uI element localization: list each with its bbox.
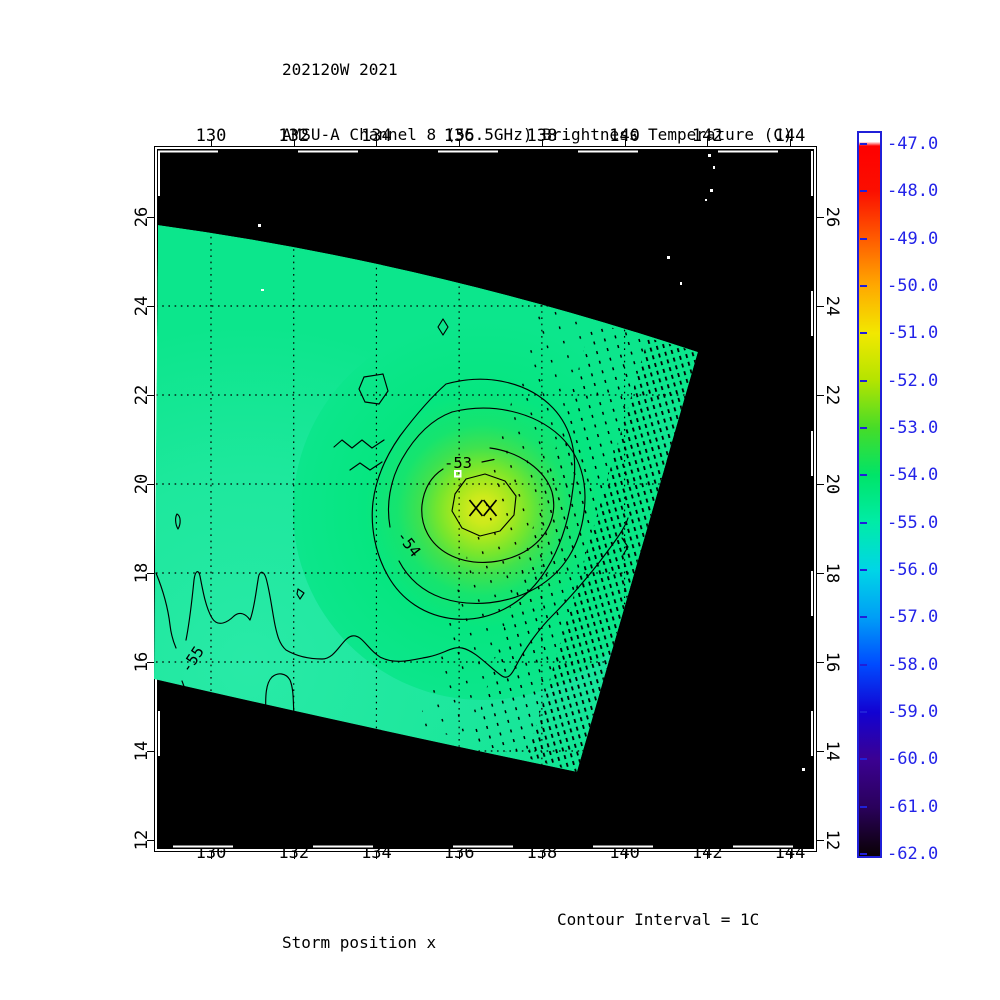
colorbar-tick-label: -47.0 (887, 134, 939, 154)
colorbar-tick-label: -62.0 (887, 843, 939, 864)
colorbar-tick-mark (860, 805, 867, 808)
lon-tick-mark-bottom (789, 852, 791, 859)
lon-tick-label-top: 140 (609, 126, 640, 146)
colorbar-tick-mark (860, 616, 867, 619)
colorbar-tick-label: -60.0 (887, 749, 939, 770)
lon-tick-mark-bottom (541, 852, 543, 859)
colorbar-tick-label: -61.0 (887, 796, 939, 817)
lat-tick-mark-right (817, 840, 824, 841)
lat-tick-mark-left (147, 840, 154, 841)
lon-tick-label-top: 134 (361, 126, 392, 146)
stipple-dense-band (527, 338, 698, 772)
raster-specks (258, 154, 805, 771)
lat-tick-mark-right (817, 217, 824, 218)
colorbar-tick-label: -56.0 (887, 559, 939, 580)
storm-position-marker-icon (468, 499, 498, 517)
colorbar-tick-label: -57.0 (887, 607, 939, 628)
colorbar-tick-mark (860, 852, 867, 855)
inner-frame-dashes (158, 150, 813, 848)
lat-tick-mark-right (817, 306, 824, 307)
lon-tick-label-top: 132 (278, 126, 310, 146)
colorbar-tick-mark (860, 474, 867, 477)
lon-tick-mark-bottom (211, 852, 212, 859)
lon-tick-label-top: 138 (526, 126, 558, 146)
lon-tick-label-top: 142 (691, 126, 723, 146)
colorbar-tick-mark (860, 379, 867, 382)
colorbar-tick-mark (860, 710, 867, 713)
colorbar (857, 131, 882, 858)
title-line-channel: AMSU-A Channel 8 (55.5GHz) Brightness Te… (282, 124, 793, 144)
colorbar-tick-mark (860, 237, 867, 240)
lat-tick-mark-left (147, 306, 154, 307)
lon-tick-mark-top (624, 139, 626, 146)
colorbar-tick-label: -53.0 (887, 417, 939, 438)
colorbar-tick-mark (860, 426, 867, 429)
lat-tick-mark-right (817, 395, 824, 396)
colorbar-tick-label: -54.0 (887, 465, 939, 486)
footer-block: Storm position x Max Tb: -50.8 C (282, 888, 455, 1000)
colorbar-tick-label: -48.0 (887, 181, 939, 202)
colorbar-tick-label: -51.0 (887, 323, 939, 344)
lon-tick-mark-top (293, 139, 295, 146)
storm-position-line: Storm position x (282, 933, 437, 952)
contour-label-53: -53 (444, 454, 472, 472)
colorbar-tick-mark (860, 332, 867, 335)
contour-interval-line: Contour Interval = 1C (557, 910, 760, 929)
plot-box-outline (154, 146, 817, 852)
swath-point-marker (454, 470, 462, 478)
colorbar-tick-mark (860, 758, 867, 761)
lon-tick-mark-bottom (459, 852, 461, 859)
lon-tick-mark-bottom (707, 852, 709, 859)
stipple-sparse-band (418, 306, 592, 742)
lat-tick-mark-left (147, 395, 154, 396)
colorbar-tick-mark (860, 663, 867, 666)
lat-tick-mark-right (817, 662, 824, 663)
lat-tick-mark-left (147, 217, 154, 218)
colorbar-tick-mark (860, 284, 867, 287)
colorbar-tick-label: -58.0 (887, 654, 939, 675)
lon-tick-mark-bottom (293, 852, 295, 859)
lon-tick-mark-top (376, 139, 378, 146)
lon-tick-mark-bottom (376, 852, 378, 859)
colorbar-tick-label: -59.0 (887, 701, 939, 722)
lon-tick-label-top: 130 (195, 126, 227, 146)
lat-tick-mark-left (147, 484, 154, 485)
colorbar-tick-label: -49.0 (887, 228, 939, 249)
lon-tick-mark-bottom (624, 852, 626, 859)
colorbar-tick-mark (860, 190, 867, 193)
colorbar-tick-label: -55.0 (887, 512, 939, 533)
lon-tick-mark-top (541, 139, 543, 146)
colorbar-gradient (859, 133, 880, 856)
lon-tick-mark-top (459, 139, 461, 146)
colorbar-tick-mark (860, 568, 867, 571)
colorbar-tick-mark (860, 521, 867, 524)
lon-tick-label-top: 144 (774, 126, 806, 146)
colorbar-tick-label: -50.0 (887, 275, 939, 296)
lon-tick-label-top: 136 (443, 126, 475, 146)
stipple-mid-band (471, 322, 648, 758)
lon-tick-mark-top (707, 139, 709, 146)
title-line-storm-id: 202120W 2021 (282, 60, 398, 79)
colorbar-tick-mark (860, 143, 867, 145)
lat-tick-mark-left (147, 662, 154, 663)
colorbar-tick-label: -52.0 (887, 370, 939, 391)
lon-tick-mark-top (789, 139, 791, 146)
lat-tick-mark-right (817, 573, 824, 574)
lat-tick-mark-left (147, 573, 154, 574)
lat-tick-mark-right (817, 484, 824, 485)
lat-tick-mark-right (817, 751, 824, 752)
lat-tick-mark-left (147, 751, 154, 752)
contour-lines (155, 318, 629, 717)
lon-tick-mark-top (211, 139, 212, 146)
